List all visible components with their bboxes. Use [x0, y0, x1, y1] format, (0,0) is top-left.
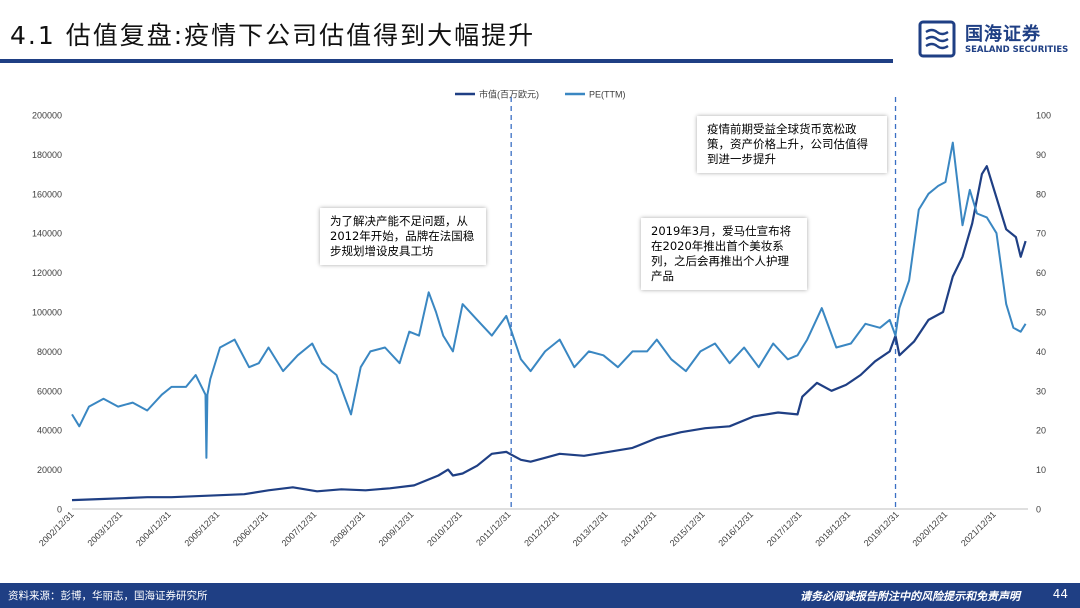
y-right-tick-label: 80 — [1036, 189, 1046, 199]
y-right-tick-label: 30 — [1036, 386, 1046, 396]
x-tick-label: 2009/12/31 — [377, 509, 416, 548]
y-left-tick-label: 200000 — [32, 111, 62, 121]
annotation-monetary-easing: 疫情前期受益全球货币宽松政策，资产价格上升，公司估值得到进一步提升 — [697, 116, 887, 173]
x-tick-label: 2018/12/31 — [813, 509, 852, 548]
valuation-chart: 0 20000 40000 60000 80000 100000 120000 140000 1… — [32, 89, 1051, 549]
y-right-tick-label: 60 — [1036, 268, 1046, 278]
annotation-monetary-easing-text: 疫情前期受益全球货币宽松政策，资产价格上升，公司估值得到进一步提升 — [707, 122, 868, 166]
company-logo: 国海证券 SEALAND SECURITIES — [918, 20, 1070, 60]
y-left-tick-label: 100000 — [32, 308, 62, 318]
x-tick-label: 2016/12/31 — [716, 509, 755, 548]
x-tick-label: 2021/12/31 — [959, 509, 998, 548]
y-left-tick-label: 40000 — [37, 426, 62, 436]
y-left-tick-label: 80000 — [37, 347, 62, 357]
market-cap-series-line — [71, 165, 1027, 502]
x-tick-label: 2015/12/31 — [668, 509, 707, 548]
y-left-tick-label: 120000 — [32, 268, 62, 278]
y-left-tick-label: 140000 — [32, 229, 62, 239]
x-tick-label: 2004/12/31 — [134, 509, 173, 548]
page-title: 4.1 估值复盘:疫情下公司估值得到大幅提升 — [10, 21, 536, 50]
x-tick-label: 2005/12/31 — [183, 509, 222, 548]
x-tick-label: 2002/12/31 — [37, 509, 76, 548]
legend-label: PE(TTM) — [589, 90, 626, 100]
y-left-tick-label: 160000 — [32, 189, 62, 199]
disclaimer-link[interactable]: 请务必阅读报告附注中的风险提示和免责声明 — [800, 590, 1020, 603]
y-right-tick-label: 20 — [1036, 426, 1046, 436]
x-tick-label: 2019/12/31 — [862, 509, 901, 548]
footer-bar: 资料来源：彭博，华丽志，国海证券研究所 请务必阅读报告附注中的风险提示和免责声明… — [0, 583, 1080, 608]
legend-label: 市值(百万欧元) — [479, 89, 539, 100]
annotation-beauty-line-text: 2019年3月，爱马仕宣布将在2020年推出首个美妆系列，之后会再推出个人护理产… — [651, 224, 792, 283]
y-right-tick-label: 40 — [1036, 347, 1046, 357]
x-tick-label: 2013/12/31 — [571, 509, 610, 548]
x-tick-label: 2008/12/31 — [328, 509, 367, 548]
annotation-beauty-line: 2019年3月，爱马仕宣布将在2020年推出首个美妆系列，之后会再推出个人护理产… — [641, 218, 807, 290]
annotation-leather-workshops: 为了解决产能不足问题，从2012年开始，品牌在法国稳步规划增设皮具工坊 — [320, 208, 486, 265]
sealand-logo-icon — [918, 20, 956, 58]
y-right-tick-label: 50 — [1036, 308, 1046, 318]
x-tick-label: 2003/12/31 — [85, 509, 124, 548]
y-right-tick-label: 70 — [1036, 229, 1046, 239]
y-right-tick-label: 10 — [1036, 465, 1046, 475]
x-tick-label: 2011/12/31 — [474, 509, 512, 547]
y-right-tick-label: 90 — [1036, 150, 1046, 160]
x-tick-label: 2017/12/31 — [765, 509, 804, 548]
y-left-tick-label: 20000 — [37, 465, 62, 475]
y-left-tick-label: 180000 — [32, 150, 62, 160]
pe-series-line — [71, 141, 1027, 459]
x-tick-label: 2010/12/31 — [425, 509, 464, 548]
page-number: 44 — [1052, 587, 1068, 601]
x-tick-label: 2006/12/31 — [231, 509, 270, 548]
logo-chinese-name: 国海证券 — [965, 24, 1041, 45]
y-left-tick-label: 0 — [57, 505, 62, 515]
y-right-tick-label: 0 — [1036, 505, 1041, 515]
x-tick-label: 2014/12/31 — [619, 509, 658, 548]
x-tick-label: 2020/12/31 — [910, 509, 949, 548]
annotation-leather-workshops-text: 为了解决产能不足问题，从2012年开始，品牌在法国稳步规划增设皮具工坊 — [330, 214, 475, 258]
logo-english-name: SEALAND SECURITIES — [965, 45, 1069, 55]
y-right-tick-label: 100 — [1036, 111, 1051, 121]
x-tick-label: 2007/12/31 — [280, 509, 319, 548]
y-left-tick-label: 60000 — [37, 386, 62, 396]
x-tick-label: 2012/12/31 — [522, 509, 561, 548]
source-note: 资料来源：彭博，华丽志，国海证券研究所 — [8, 590, 208, 602]
title-divider — [0, 59, 893, 63]
